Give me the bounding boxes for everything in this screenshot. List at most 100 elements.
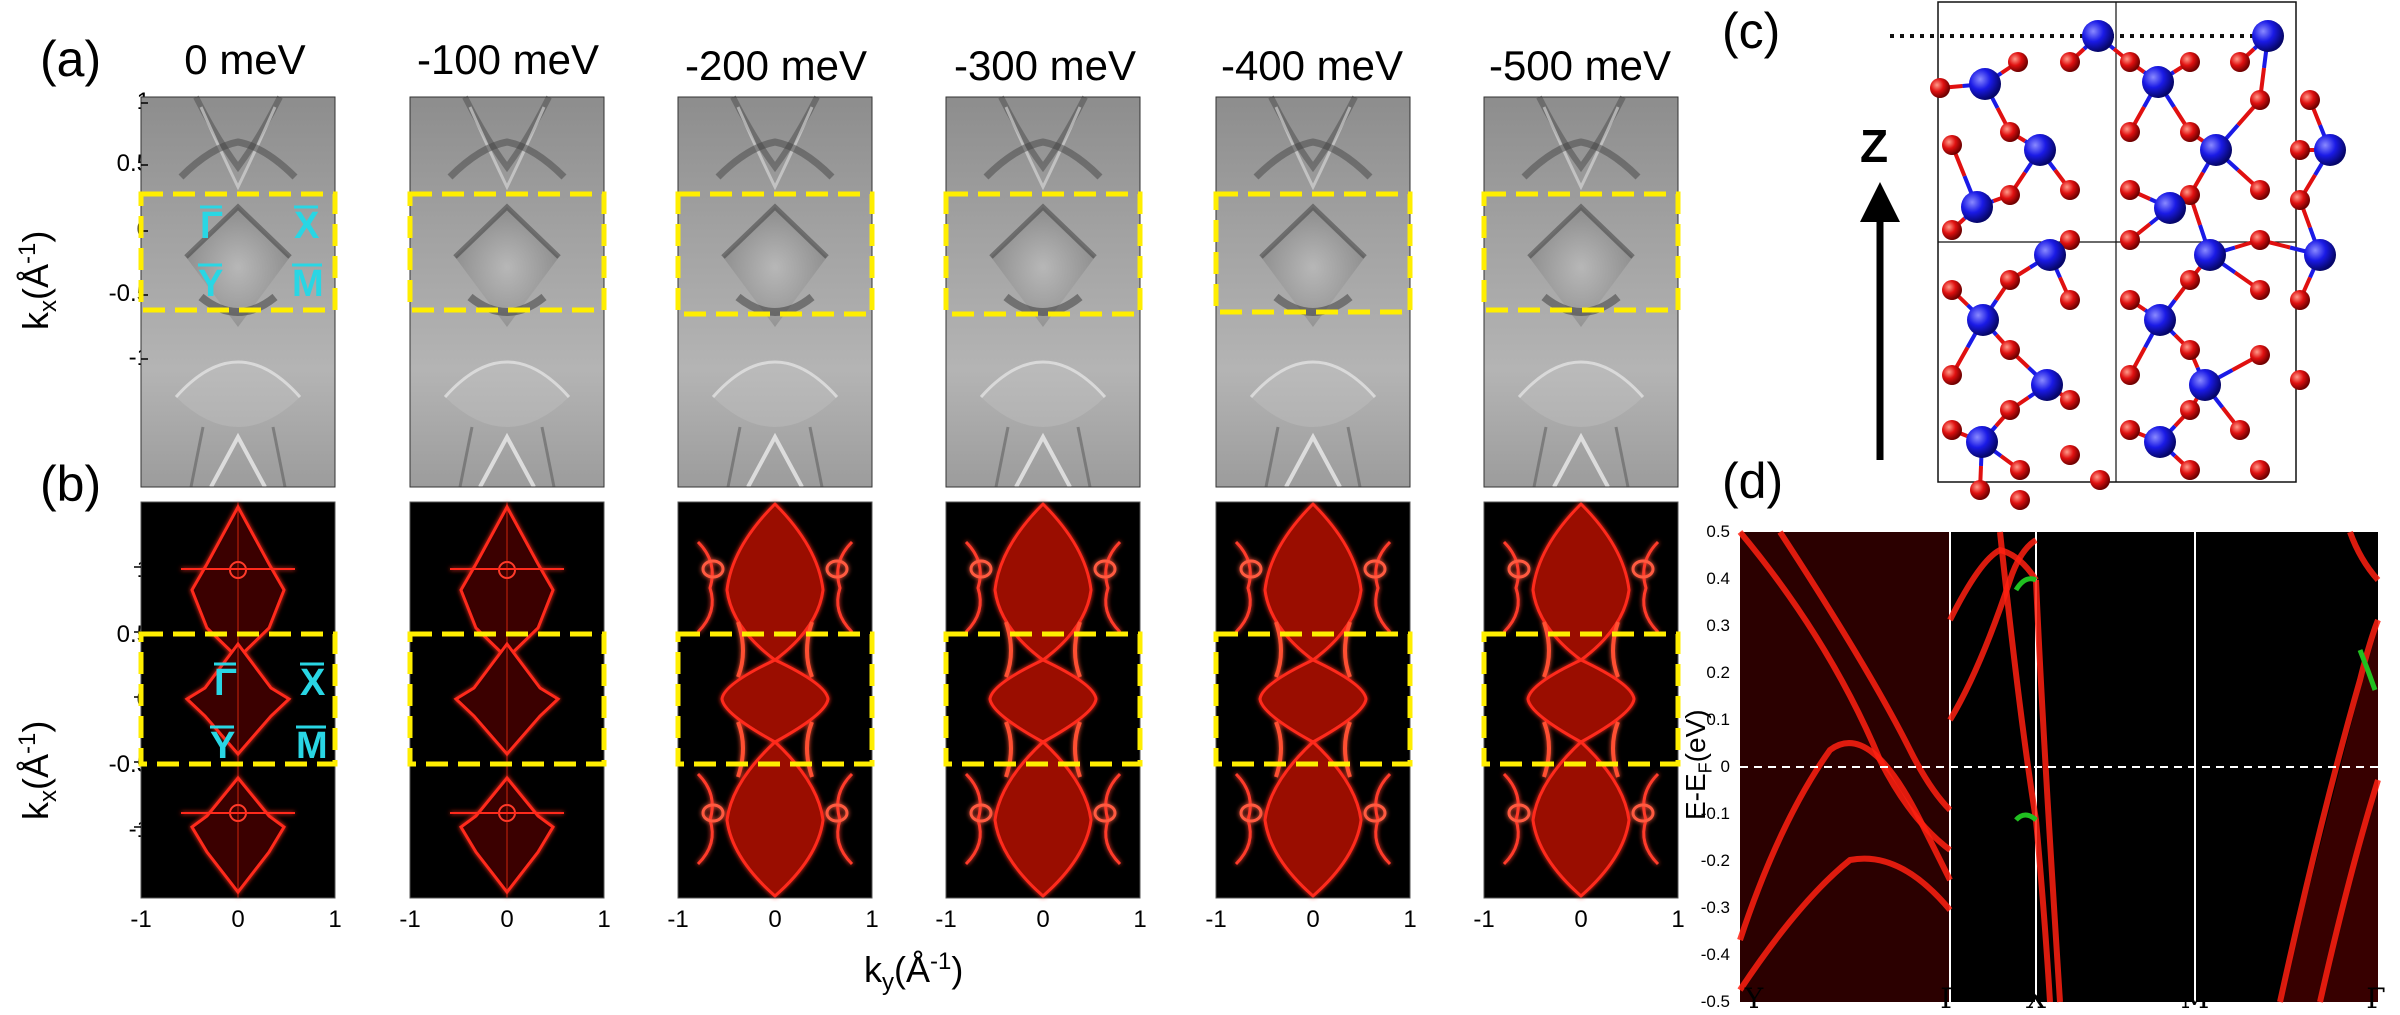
hs-x-label: X	[300, 662, 326, 704]
oxygen-atom	[1930, 78, 1950, 98]
oxygen-atom	[2290, 140, 2310, 160]
b-subplot-3	[946, 502, 1140, 898]
a-hs-labels: Γ X Y M	[198, 205, 324, 305]
panel-a-label: (a)	[40, 31, 102, 87]
oxygen-atom	[2290, 290, 2310, 310]
oxygen-atom	[1942, 280, 1962, 300]
panel-b-label: (b)	[40, 456, 102, 512]
surface-state-curve	[2013, 576, 2038, 592]
oxygen-atom	[2250, 345, 2270, 365]
band-curve	[2277, 618, 2381, 1003]
oxygen-atom	[2180, 460, 2200, 480]
oxygen-atom	[2120, 180, 2140, 200]
b-xtick: 0	[231, 906, 245, 933]
b-subplot-4	[1216, 502, 1410, 898]
d-xtick: Y	[1744, 982, 1764, 1015]
oxygen-atom	[2250, 180, 2270, 200]
metal-atom	[2034, 239, 2066, 271]
oxygen-atom	[2250, 280, 2270, 300]
band-curve	[1777, 530, 1953, 813]
b-xtick: 0	[500, 906, 514, 933]
metal-atom	[2252, 20, 2284, 52]
metal-atom	[1961, 191, 1993, 223]
oxygen-atom	[2010, 490, 2030, 510]
b-xtick: 1	[1133, 906, 1147, 933]
oxygen-atom	[2290, 190, 2310, 210]
oxygen-atom	[2120, 52, 2140, 72]
a-subplot-3	[946, 97, 1140, 487]
oxygen-atom	[2120, 230, 2140, 250]
metal-atom	[2194, 239, 2226, 271]
a-subplot-2	[678, 97, 872, 487]
oxygen-atom	[1942, 135, 1962, 155]
d-ytick: -0.3	[1700, 898, 1730, 917]
oxygen-atom	[2250, 90, 2270, 110]
b-xtick: 1	[1403, 906, 1417, 933]
oxygen-atom	[2180, 52, 2200, 72]
energy-title: -400 meV	[1220, 42, 1404, 89]
hs-y-label: Y	[198, 263, 223, 305]
d-ytick: -0.4	[1700, 945, 1730, 964]
oxygen-atom	[2060, 230, 2080, 250]
b-xtick: 0	[768, 906, 782, 933]
oxygen-atom	[2120, 290, 2140, 310]
oxygen-atom	[2300, 90, 2320, 110]
b-xtick: -1	[1205, 906, 1227, 933]
z-label: Z	[1860, 120, 1888, 172]
metal-atom	[1966, 426, 1998, 458]
panel-d-label: (d)	[1722, 453, 1784, 509]
oxygen-atom	[1942, 420, 1962, 440]
hs-gamma-label: Γ	[200, 205, 223, 247]
oxygen-atom	[2060, 52, 2080, 72]
oxygen-atom	[2000, 185, 2020, 205]
metal-atom	[2154, 192, 2186, 224]
b-xtick: -1	[399, 906, 421, 933]
b-xtick: 1	[597, 906, 611, 933]
energy-title: -300 meV	[953, 42, 1137, 89]
metal-atom	[2314, 134, 2346, 166]
oxygen-atom	[2120, 122, 2140, 142]
b-xtick: 1	[1671, 906, 1685, 933]
oxygen-atom	[1942, 220, 1962, 240]
a-subplot-1	[410, 97, 604, 487]
band-plot-area	[1740, 532, 2378, 1002]
a-subplot-5	[1484, 97, 1678, 487]
d-xtick: M	[2180, 982, 2210, 1015]
band-curve	[1737, 740, 1953, 941]
ky-xlabel: ky(Å-1)	[864, 948, 964, 997]
oxygen-atom	[2000, 122, 2020, 142]
surface-state-curve	[2014, 812, 2038, 822]
crystal-structure: Z	[1860, 1, 2346, 510]
energy-title: -500 meV	[1488, 42, 1672, 89]
band-curve	[1947, 537, 2038, 722]
oxygen-atom	[2180, 270, 2200, 290]
oxygen-atom	[2060, 290, 2080, 310]
metal-atom	[2144, 426, 2176, 458]
d-xtick: Γ	[1940, 982, 1960, 1015]
band-curve	[2033, 579, 2063, 1003]
oxygen-atom	[2060, 445, 2080, 465]
oxygen-atom	[2000, 400, 2020, 420]
metal-atom	[2304, 239, 2336, 271]
metal-atom	[1967, 304, 1999, 336]
oxygen-atom	[2120, 420, 2140, 440]
oxygen-atom	[2060, 390, 2080, 410]
d-xtick: Γ	[2366, 982, 2386, 1015]
metal-atom	[1969, 68, 2001, 100]
d-ytick: -0.2	[1700, 851, 1730, 870]
b-subplot-1	[410, 502, 604, 898]
metal-atom	[2144, 304, 2176, 336]
metal-atom	[2082, 20, 2114, 52]
oxygen-atom	[2230, 52, 2250, 72]
band-curve	[1997, 531, 2053, 1003]
b-xtick: -1	[935, 906, 957, 933]
b-xtick: 1	[328, 906, 342, 933]
oxygen-atom	[2180, 122, 2200, 142]
oxygen-atom	[2180, 340, 2200, 360]
d-ytick: -0.1	[1700, 804, 1730, 823]
metal-atom	[2024, 134, 2056, 166]
band-curve	[2347, 530, 2381, 583]
oxygen-atom	[2120, 365, 2140, 385]
oxygen-atom	[2180, 185, 2200, 205]
oxygen-atom	[1942, 365, 1962, 385]
